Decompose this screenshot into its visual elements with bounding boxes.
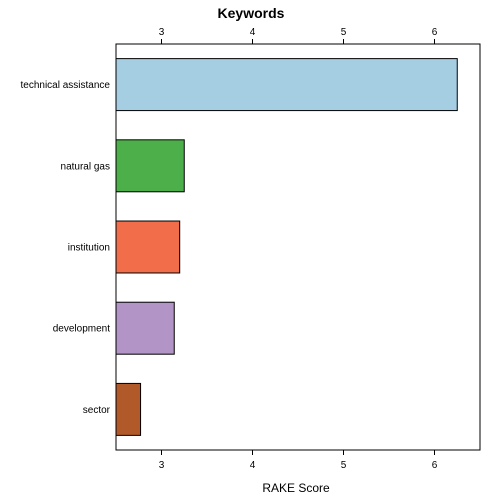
x-tick-label-bottom: 3 [159, 460, 165, 471]
x-tick-label-top: 5 [341, 27, 347, 38]
chart-title: Keywords [218, 5, 285, 21]
bar-institution [115, 220, 181, 274]
x-axis-ticks: 3 3 4 4 5 5 6 6 [159, 27, 438, 471]
bar-sector [115, 382, 142, 436]
category-label: institution [68, 243, 110, 254]
x-tick-label-bottom: 4 [250, 460, 256, 471]
bar-technical-assistance [115, 58, 458, 112]
x-tick-label-top: 6 [432, 27, 438, 38]
x-tick-label-top: 4 [250, 27, 256, 38]
x-tick-label-bottom: 6 [432, 460, 438, 471]
category-labels: technical assistance natural gas instituti… [21, 80, 111, 416]
bar-natural-gas [115, 139, 185, 193]
category-label: sector [83, 405, 111, 416]
bars-layer [115, 58, 458, 436]
x-tick-label-bottom: 5 [341, 460, 347, 471]
category-label: natural gas [61, 161, 110, 172]
x-axis-label: RAKE Score [262, 481, 330, 495]
category-label: technical assistance [21, 80, 111, 91]
x-tick-label-top: 3 [159, 27, 165, 38]
category-label: development [53, 324, 110, 335]
bar-development [115, 301, 175, 355]
